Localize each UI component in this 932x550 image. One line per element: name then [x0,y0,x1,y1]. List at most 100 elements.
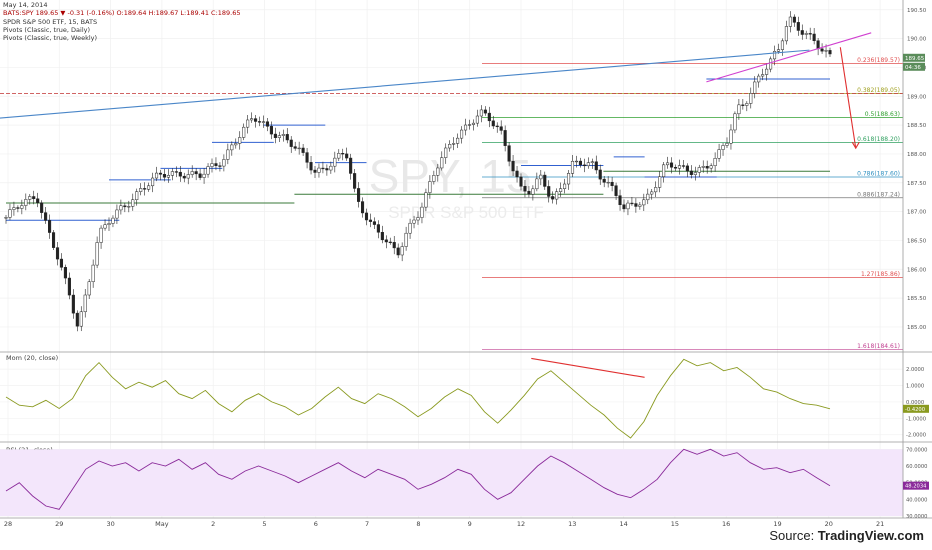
candle-down [44,212,48,221]
mom-series [5,357,831,439]
time-tick-label: May [155,520,169,528]
candle-down [503,130,507,146]
mom-title: Mom (20, close) [6,354,58,362]
countdown-tag [903,62,925,71]
candle-up [452,143,456,145]
candle-down [321,167,325,170]
candle-down [16,207,20,209]
candle-down [269,126,273,135]
candle-up [566,173,571,185]
candle-up [784,26,788,42]
candle-up [246,119,250,128]
candle-up [717,149,721,159]
fib-level-label: 0.618(188.20) [857,136,900,143]
candle-up [111,217,115,224]
rsi-tick-label: 70.0000 [906,447,927,453]
candle-up [103,224,107,229]
candle-up [606,181,610,184]
candle-down [741,104,745,106]
candle-up [697,167,701,173]
time-tick-label: 30 [106,520,114,528]
candle-down [594,161,598,171]
rsi-last-value: 48.2034 [905,484,927,490]
candle-up [190,171,194,175]
candle-up [646,193,650,201]
time-tick-label: 15 [671,520,679,528]
candle-up [709,165,713,169]
candle-up [650,191,654,195]
candle-down [507,145,511,162]
candle-up [586,162,590,167]
candle-down [254,118,258,122]
candle-up [297,147,301,150]
candle-up [147,185,151,190]
candle-down [75,312,79,327]
candle-down [36,198,40,204]
candle-down [388,241,392,244]
candle-down [630,202,634,205]
candle-down [67,277,71,296]
price-tick-label: 185.50 [907,296,927,302]
candle-up [242,126,246,138]
candle-up [436,167,440,176]
fib-level-label: 0.236(189.57) [857,57,900,64]
time-tick-label: 2 [211,520,215,528]
candle-up [154,172,159,179]
time-tick-label: 13 [568,520,576,528]
time-tick-label: 19 [773,520,781,528]
candle-up [761,74,765,77]
candle-up [206,166,210,175]
candle-down [309,162,313,171]
candle-up [574,160,579,163]
candle-down [808,33,812,35]
candle-up [420,206,424,218]
candle-up [408,222,412,234]
main-pane: SPY, 15 SPDR S&P 500 ETF 0.236(189.57)0.… [0,0,903,352]
axes: 28 29 30 May 2 5 6 7 8 9 12 13 14 15 16 19 20 21 190.50 190… [0,0,932,528]
candle-down [602,178,606,183]
candle-down [380,232,384,241]
candle-down [158,172,163,175]
candle-down [610,181,614,186]
candle-down [55,247,60,260]
candle-up [788,16,792,27]
time-tick-label: 28 [4,520,12,528]
candle-up [404,232,408,247]
candle-down [59,258,64,268]
source-brand: TradingView.com [817,528,924,543]
mom-tick-label: -1.0000 [906,416,926,422]
candle-up [317,167,321,173]
candle-down [162,174,167,178]
candle-down [543,174,547,187]
candle-up [642,199,646,206]
candle-down [816,40,820,50]
candle-down [511,161,515,172]
candle-down [273,133,277,138]
candle-up [416,217,420,221]
candle-up [531,188,535,195]
rsi-band [0,449,903,516]
candle-down [360,201,365,214]
candle-down [214,163,218,166]
candle-down [194,171,198,175]
trend-lines [0,32,872,150]
rsi-series [0,448,903,516]
candle-up [725,143,729,146]
fib-level-label: 0.786(187.60) [857,171,900,178]
candle-up [638,204,642,207]
time-tick-label: 8 [416,520,420,528]
time-tick-label: 21 [876,520,884,528]
candle-up [186,174,190,179]
candle-down [705,166,709,169]
time-tick-label: 14 [619,520,627,528]
fib-level-label: 0.886(187.24) [857,191,900,198]
candle-up [428,181,432,193]
candle-up [79,311,83,327]
candle-down [491,120,495,127]
candle-down [622,204,626,210]
last-price-tag [903,53,925,62]
candle-down [71,294,75,314]
candle-up [202,173,206,178]
mom-tick-label: 1.0000 [906,384,924,390]
candle-down [673,166,678,169]
